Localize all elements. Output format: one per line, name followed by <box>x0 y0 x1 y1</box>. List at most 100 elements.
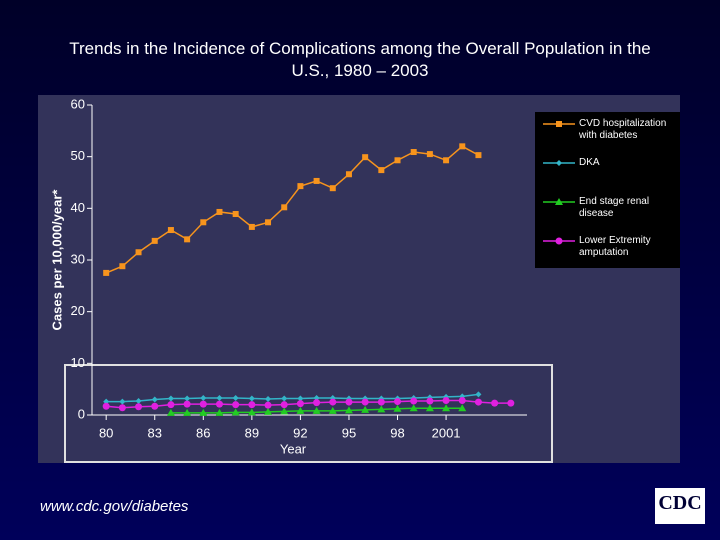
marker <box>442 397 450 405</box>
marker <box>296 406 305 414</box>
highlight-box <box>64 364 553 463</box>
marker <box>119 398 126 405</box>
marker <box>426 397 434 405</box>
y-tick-label: 40 <box>71 200 85 215</box>
marker <box>248 223 255 230</box>
marker <box>409 404 418 412</box>
x-tick-label: 2001 <box>432 425 461 440</box>
marker <box>442 404 451 412</box>
marker <box>394 157 401 164</box>
marker <box>167 401 175 409</box>
marker <box>410 149 417 156</box>
marker <box>102 402 110 410</box>
marker <box>183 408 192 416</box>
marker <box>151 396 158 403</box>
legend-label: End stage renal disease <box>579 196 650 219</box>
marker <box>426 151 433 158</box>
marker <box>200 394 207 401</box>
legend-swatch <box>543 198 575 205</box>
marker <box>265 219 272 226</box>
marker <box>247 408 256 416</box>
marker <box>345 398 353 406</box>
legend-swatch <box>543 121 575 127</box>
y-tick-label: 10 <box>71 355 85 370</box>
logo: CDC <box>655 488 705 524</box>
y-tick-label: 0 <box>78 406 85 421</box>
marker <box>313 399 321 407</box>
marker <box>378 167 385 174</box>
marker <box>281 395 288 402</box>
marker <box>264 407 273 415</box>
x-axis-title: Year <box>280 441 307 456</box>
marker <box>216 394 223 401</box>
x-tick-label: 80 <box>99 425 113 440</box>
marker <box>167 227 174 234</box>
x-tick-label: 98 <box>390 425 404 440</box>
marker <box>135 249 142 256</box>
marker <box>443 157 450 164</box>
marker <box>556 160 562 166</box>
legend-swatch <box>543 237 575 245</box>
marker <box>459 143 466 150</box>
marker <box>328 406 337 414</box>
x-tick-label: 95 <box>342 425 356 440</box>
marker <box>184 395 191 402</box>
marker <box>151 237 158 244</box>
marker <box>199 408 208 416</box>
chart-title: Trends in the Incidence of Complications… <box>69 39 651 80</box>
marker <box>119 263 126 270</box>
marker <box>232 401 240 409</box>
y-tick-label: 30 <box>71 251 85 266</box>
marker <box>313 177 320 184</box>
marker <box>232 211 239 218</box>
marker <box>232 394 239 401</box>
marker <box>166 408 175 416</box>
footer-url: www.cdc.gov/diabetes <box>40 498 189 515</box>
marker <box>297 395 304 402</box>
marker <box>215 408 224 416</box>
y-tick-label: 50 <box>71 148 85 163</box>
marker <box>280 401 288 409</box>
x-tick-label: 83 <box>148 425 162 440</box>
marker <box>135 398 142 405</box>
marker <box>458 397 466 405</box>
marker <box>556 121 562 127</box>
marker <box>361 405 370 413</box>
legend-swatch <box>543 160 575 166</box>
y-tick-label: 20 <box>71 303 85 318</box>
marker <box>555 198 563 205</box>
marker <box>118 404 126 412</box>
marker <box>199 400 207 408</box>
marker <box>167 395 174 402</box>
legend-label: DKA <box>579 157 600 168</box>
marker <box>377 398 385 406</box>
marker <box>362 154 369 161</box>
marker <box>135 403 143 411</box>
marker <box>458 404 467 412</box>
marker <box>425 404 434 412</box>
marker <box>361 398 369 406</box>
marker <box>151 402 159 410</box>
marker <box>280 407 289 415</box>
marker <box>555 237 563 245</box>
marker <box>377 405 386 413</box>
marker <box>248 401 256 409</box>
x-tick-label: 89 <box>245 425 259 440</box>
marker <box>248 395 255 402</box>
marker <box>312 406 321 414</box>
marker <box>410 397 418 405</box>
marker <box>296 400 304 408</box>
legend-label: Lower Extremity amputation <box>579 235 651 258</box>
marker <box>475 152 482 159</box>
marker <box>200 219 207 226</box>
legend: CVD hospitalization with diabetes DKA End … <box>535 112 680 268</box>
marker <box>183 400 191 408</box>
marker <box>474 398 482 406</box>
legend-label: CVD hospitalization with diabetes <box>579 118 667 141</box>
marker <box>265 395 272 402</box>
marker <box>297 183 304 190</box>
marker <box>345 171 352 178</box>
marker <box>184 236 191 243</box>
x-tick-label: 86 <box>196 425 210 440</box>
